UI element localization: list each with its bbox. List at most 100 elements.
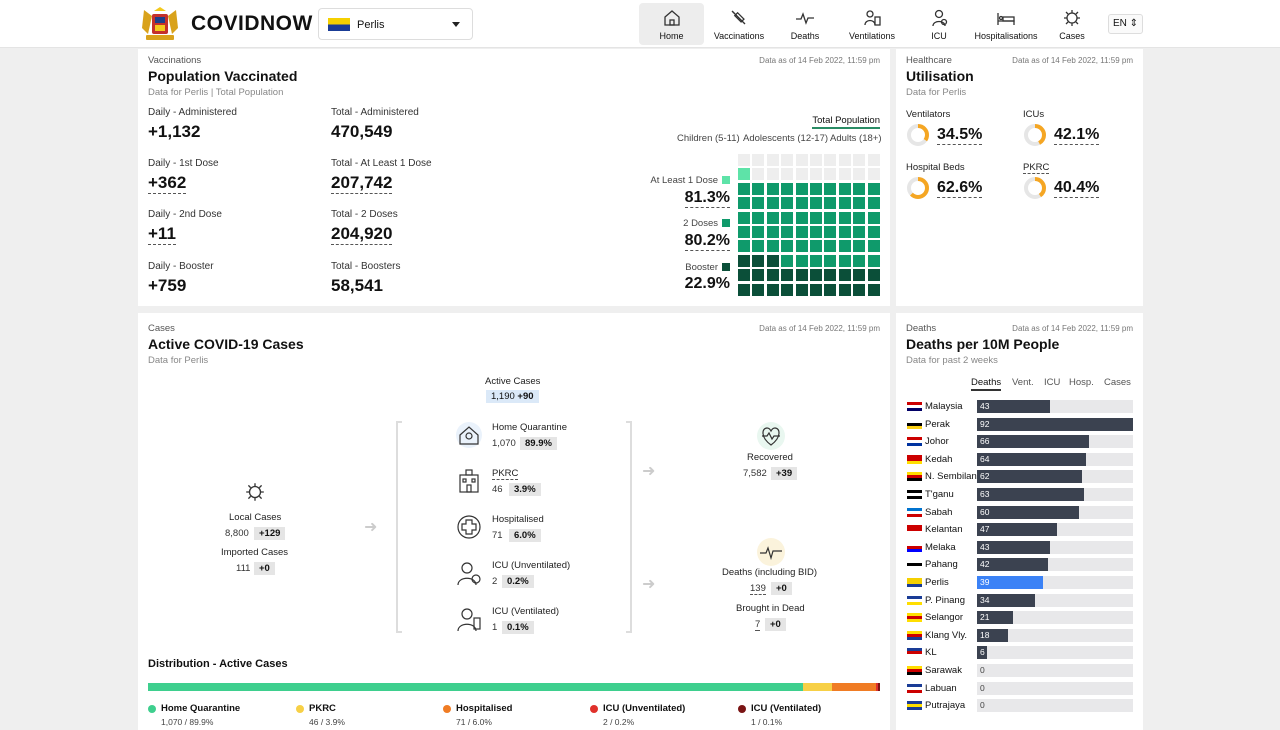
nav-hospitalisations[interactable]: Hospitalisations — [972, 3, 1040, 45]
state-flag-icon — [907, 595, 922, 605]
nav-cases[interactable]: Cases — [1042, 3, 1102, 45]
mid-value: 1,070 — [492, 438, 516, 449]
utilisation-panel: Healthcare Utilisation Data for Perlis D… — [896, 49, 1143, 306]
bar-track[interactable]: 92 — [977, 417, 1133, 431]
waffle-cell — [810, 211, 822, 224]
tab-children[interactable]: Children (5-11) — [677, 133, 740, 144]
tab-hosp[interactable]: Hosp. — [1069, 377, 1094, 388]
nav-home[interactable]: Home — [639, 3, 704, 45]
nav-ventilations[interactable]: Ventilations — [840, 3, 904, 45]
data-date: Data as of 14 Feb 2022, 11:59 pm — [1012, 324, 1133, 333]
state-flag-icon — [907, 402, 922, 411]
legend-dot — [148, 705, 156, 713]
dose-pct[interactable]: 80.2% — [684, 232, 730, 251]
bar-track[interactable]: 39 — [977, 576, 1133, 589]
section-eyebrow: Vaccinations — [148, 55, 202, 66]
active-cases-delta: +90 — [517, 391, 534, 402]
state-name: Pahang — [925, 559, 958, 571]
mid-label[interactable]: PKRC — [492, 468, 519, 480]
donut-arc — [1024, 177, 1046, 199]
icu-icon — [932, 9, 948, 27]
waffle-cell — [867, 254, 880, 267]
waffle-cell — [824, 197, 837, 210]
bar-track[interactable]: 62 — [977, 470, 1133, 484]
selected-state: Perlis — [357, 19, 385, 31]
syringe-icon — [731, 10, 746, 25]
stat-value[interactable]: 207,742 — [331, 173, 393, 194]
bar-track[interactable]: 43 — [977, 540, 1133, 554]
state-flag-icon — [907, 525, 922, 535]
bar-track[interactable]: 0 — [977, 681, 1133, 695]
bar-track[interactable]: 34 — [977, 593, 1133, 607]
data-date: Data as of 14 Feb 2022, 11:59 pm — [759, 324, 880, 333]
state-select[interactable]: Perlis — [318, 8, 473, 40]
nav-vaccinations[interactable]: Vaccinations — [708, 3, 770, 45]
state-name: Malaysia — [925, 401, 963, 412]
language-select[interactable]: EN ⇕ — [1108, 14, 1143, 34]
waffle-cell — [867, 197, 880, 210]
state-name: Klang Vly. — [925, 629, 968, 641]
bar-track[interactable]: 0 — [977, 664, 1133, 677]
bar-track[interactable]: 60 — [977, 505, 1133, 519]
bar — [977, 540, 1050, 554]
bar-track[interactable]: 43 — [977, 400, 1133, 413]
stat-label: Daily - 2nd Dose — [148, 209, 222, 220]
tab-cases[interactable]: Cases — [1104, 377, 1131, 388]
legend-dot — [738, 705, 746, 713]
brand-name[interactable]: COVIDNOW — [191, 12, 313, 35]
active-cases-value: 1,190 — [491, 391, 515, 402]
tab-vent[interactable]: Vent. — [1012, 377, 1034, 388]
waffle-cell — [853, 154, 866, 166]
waffle-cell — [838, 240, 851, 253]
bar-track[interactable]: 64 — [977, 452, 1133, 466]
util-value[interactable]: 62.6% — [937, 179, 983, 198]
tab-adults[interactable]: Adults (18+) — [830, 133, 882, 144]
active-cases-label: Active Cases — [485, 376, 541, 387]
state-name: Melaka — [925, 541, 956, 553]
ventilators-donut-icon — [907, 124, 929, 146]
bar-track[interactable]: 18 — [977, 628, 1133, 642]
section-eyebrow: Cases — [148, 323, 175, 334]
deaths-value[interactable]: 139 — [750, 583, 766, 595]
mid-label: ICU (Ventilated) — [492, 606, 560, 617]
waffle-cell — [824, 254, 837, 267]
bar — [977, 523, 1057, 537]
stat-value[interactable]: +362 — [148, 173, 187, 194]
stat-value: +1,132 — [148, 122, 201, 141]
bar-track[interactable]: 63 — [977, 488, 1133, 501]
stat-label: Total - At Least 1 Dose — [331, 158, 432, 169]
malaysia-coat-of-arms-logo[interactable] — [138, 6, 182, 42]
tab-icu[interactable]: ICU — [1044, 377, 1061, 388]
bar — [977, 505, 1079, 519]
vaccination-waffle-chart — [738, 154, 880, 296]
nav-icu[interactable]: ICU — [908, 3, 970, 45]
tab-deaths[interactable]: Deaths — [971, 377, 1002, 391]
waffle-cell — [853, 211, 866, 224]
bar-track[interactable]: 47 — [977, 523, 1133, 537]
bar-track[interactable]: 6 — [977, 646, 1133, 660]
stat-value[interactable]: 204,920 — [331, 224, 393, 245]
bar-value-label: 0 — [980, 665, 985, 675]
section-eyebrow: Deaths — [906, 323, 937, 334]
bar-track[interactable]: 66 — [977, 435, 1133, 449]
waffle-cell — [810, 197, 822, 210]
dose-pct[interactable]: 81.3% — [684, 189, 730, 208]
util-label[interactable]: PKRC — [1023, 162, 1050, 174]
state-flag-icon — [907, 437, 922, 447]
bid-value[interactable]: 7 — [755, 619, 761, 631]
stat-value[interactable]: +11 — [148, 224, 176, 245]
tab-total-population[interactable]: Total Population — [812, 115, 880, 129]
bar-track[interactable]: 42 — [977, 558, 1133, 572]
nav-deaths[interactable]: Deaths — [774, 3, 836, 45]
util-value[interactable]: 40.4% — [1054, 179, 1100, 198]
waffle-cell — [867, 154, 880, 166]
waffle-cell — [752, 168, 765, 181]
bar-track[interactable]: 21 — [977, 611, 1133, 625]
waffle-cell — [795, 240, 808, 253]
util-value[interactable]: 42.1% — [1054, 126, 1100, 145]
imported-cases-value: 111 — [236, 563, 251, 574]
bar-track[interactable]: 0 — [977, 699, 1133, 713]
util-value[interactable]: 34.5% — [937, 126, 983, 145]
mid-value: 1 — [492, 622, 498, 633]
tab-adolescents[interactable]: Adolescents (12-17) — [743, 133, 829, 144]
